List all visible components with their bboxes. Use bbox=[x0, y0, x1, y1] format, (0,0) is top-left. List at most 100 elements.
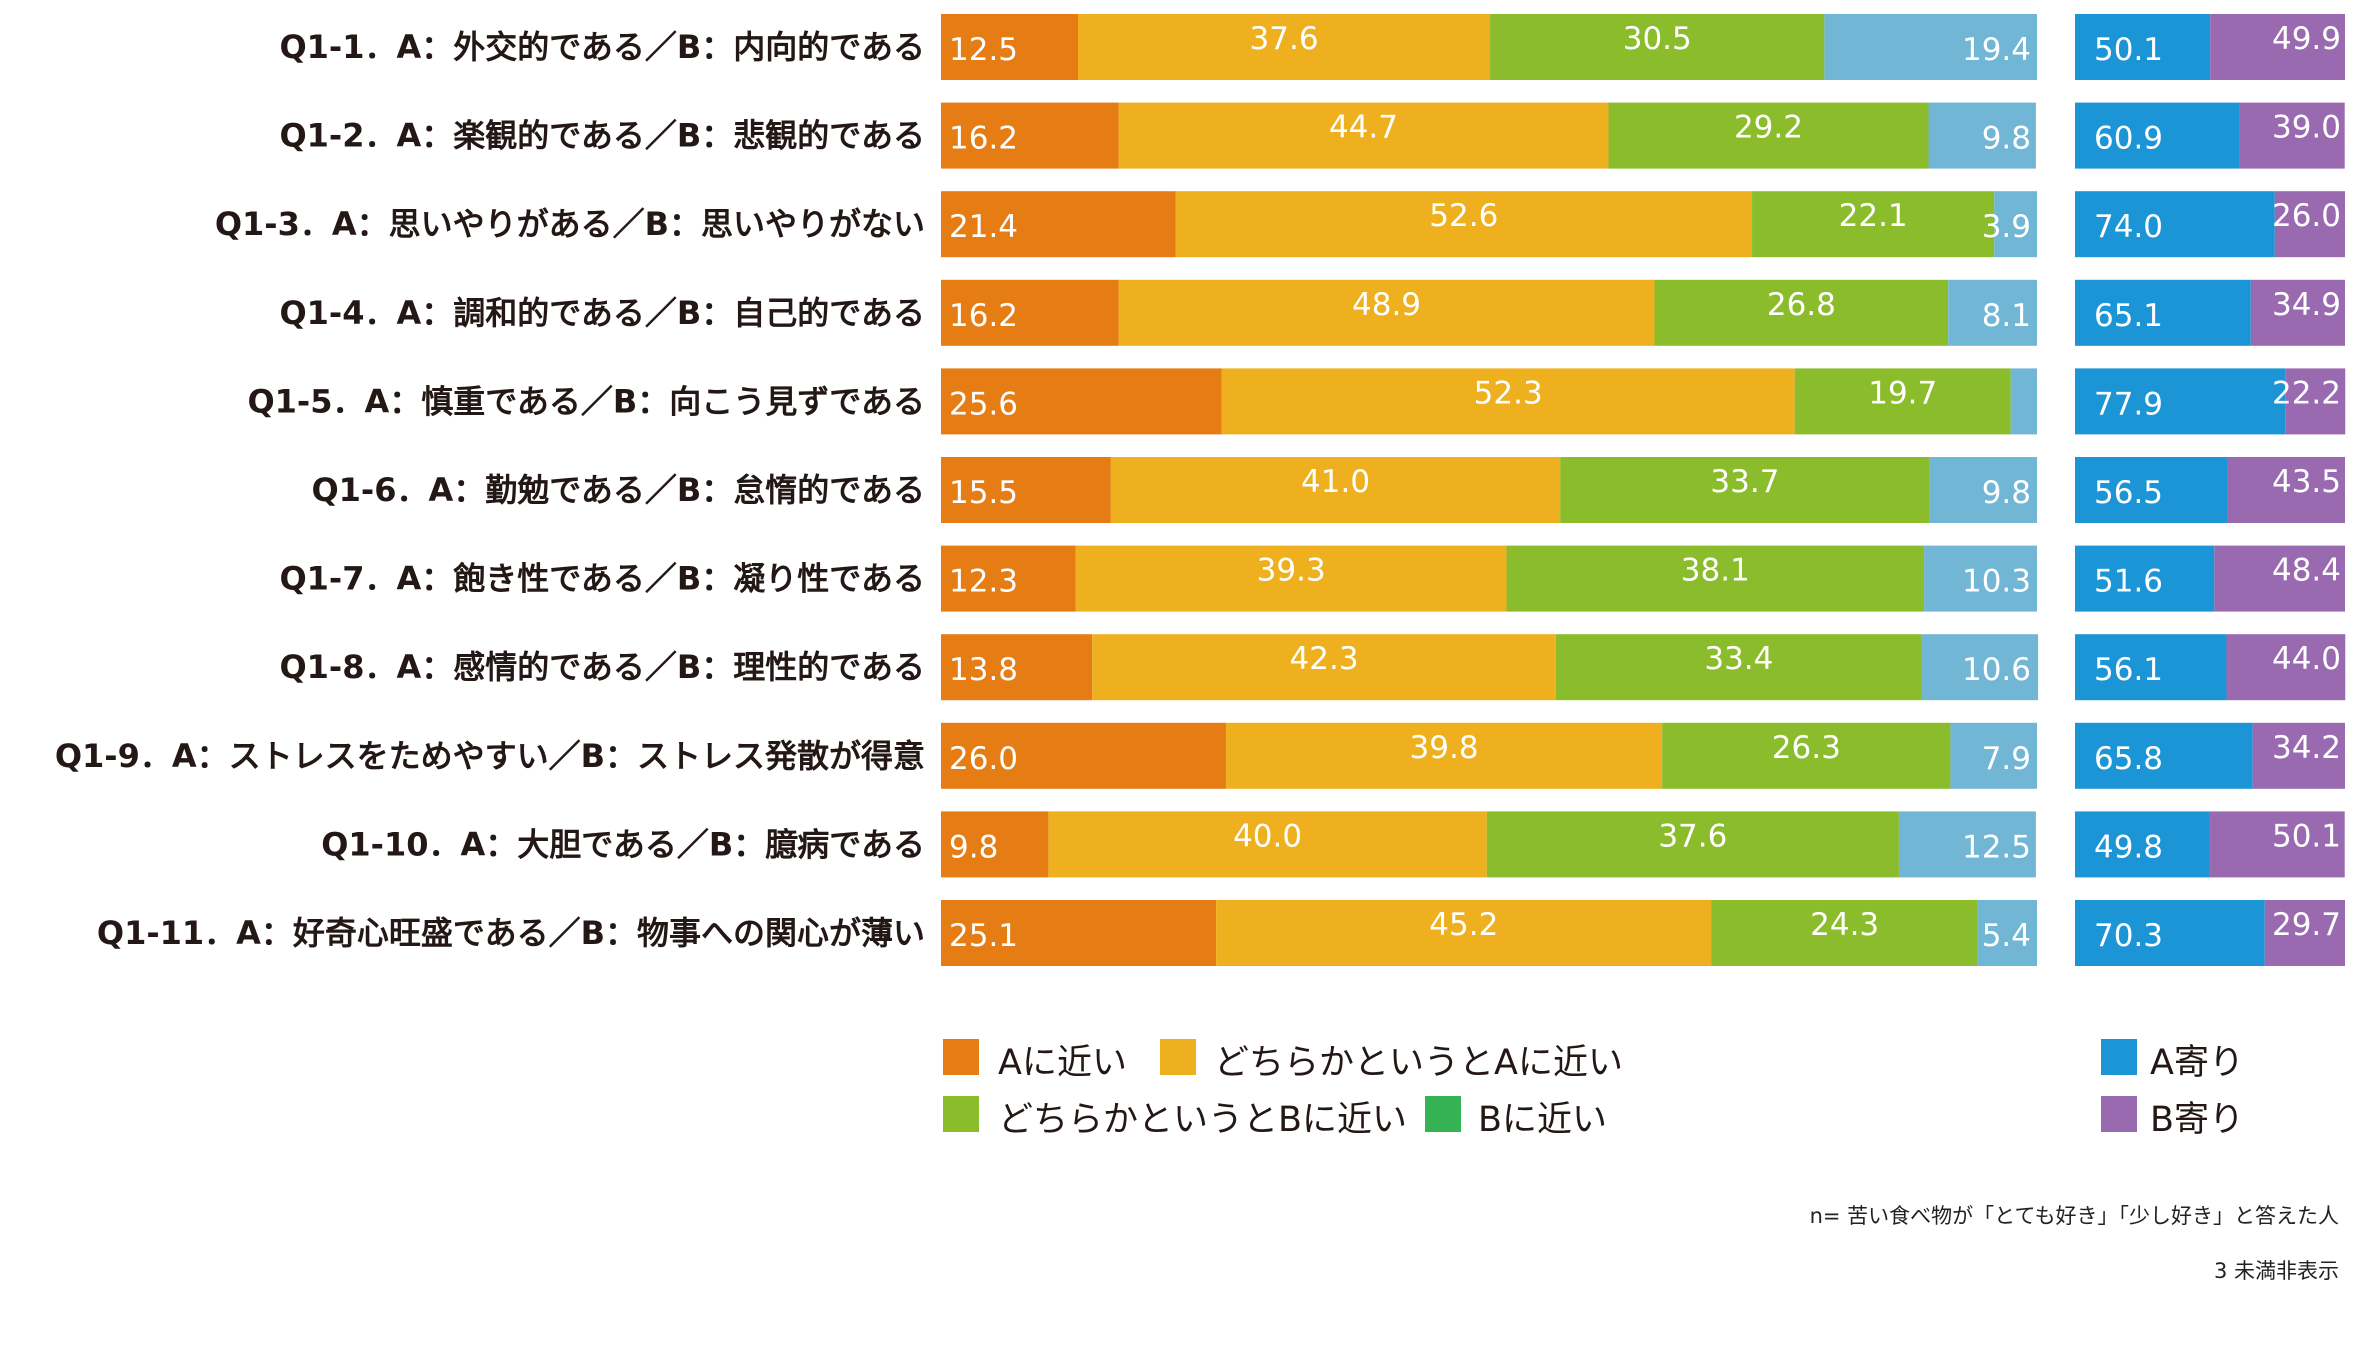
legend-swatch bbox=[943, 1039, 979, 1075]
data-label: 38.1 bbox=[1681, 553, 1750, 589]
legend-label: どちらかというとAに近い bbox=[1214, 1043, 1623, 1083]
data-label: 12.5 bbox=[1962, 829, 2031, 865]
bar-segment bbox=[941, 368, 1222, 435]
data-label: 24.3 bbox=[1810, 907, 1879, 943]
data-label: 41.0 bbox=[1301, 464, 1370, 500]
summary-data-label: 50.1 bbox=[2094, 32, 2163, 68]
data-label: 40.0 bbox=[1233, 818, 1302, 854]
bar-segment bbox=[941, 634, 1093, 701]
bar-segment bbox=[1560, 457, 1930, 523]
bar-segment bbox=[1948, 279, 2037, 346]
summary-legend-label: B寄り bbox=[2150, 1100, 2244, 1140]
bar-segment bbox=[1486, 811, 1899, 878]
bar-segment bbox=[1078, 14, 1491, 80]
summary-data-label: 22.2 bbox=[2272, 375, 2341, 411]
data-label: 26.8 bbox=[1767, 287, 1836, 323]
legend-swatch bbox=[943, 1096, 979, 1132]
summary-data-label: 70.3 bbox=[2094, 918, 2163, 954]
bar-segment bbox=[941, 457, 1111, 523]
category-label: Q1-7．A：飽き性である／B：凝り性である bbox=[279, 560, 925, 598]
data-label: 33.4 bbox=[1704, 641, 1773, 677]
summary-data-label: 39.0 bbox=[2272, 110, 2341, 146]
legend-label: Aに近い bbox=[998, 1043, 1127, 1083]
legend-label: Bに近い bbox=[1478, 1100, 1607, 1140]
data-label: 42.3 bbox=[1290, 641, 1359, 677]
bar-segment bbox=[2010, 368, 2037, 435]
bar-segment bbox=[1175, 191, 1753, 258]
legend-swatch bbox=[1160, 1039, 1196, 1075]
bar-segment bbox=[941, 811, 1049, 878]
legend-swatch bbox=[1425, 1096, 1461, 1132]
data-label: 52.3 bbox=[1474, 375, 1543, 411]
data-label: 9.8 bbox=[1982, 121, 2031, 157]
summary-bar-segment bbox=[2252, 722, 2345, 789]
data-label: 16.2 bbox=[949, 121, 1018, 157]
bar-segment bbox=[1506, 545, 1925, 612]
data-label: 8.1 bbox=[1982, 298, 2031, 334]
bar-segment bbox=[1608, 102, 1929, 169]
data-label: 37.6 bbox=[1250, 21, 1319, 57]
data-label: 29.2 bbox=[1734, 110, 1803, 146]
bar-segment bbox=[1216, 900, 1712, 966]
summary-bar-segment bbox=[2274, 191, 2345, 258]
bar-segment bbox=[1654, 279, 1949, 346]
summary-legend-label: A寄り bbox=[2150, 1043, 2244, 1083]
summary-bar-segment bbox=[2075, 457, 2228, 523]
summary-data-label: 56.1 bbox=[2094, 652, 2163, 688]
footnote-threshold: 3 未満非表示 bbox=[2213, 1259, 2339, 1283]
bar-segment bbox=[941, 14, 1078, 80]
bar-segment bbox=[1221, 368, 1795, 435]
summary-data-label: 77.9 bbox=[2094, 386, 2163, 422]
legend-label: どちらかというとBに近い bbox=[998, 1100, 1407, 1140]
bar-segment bbox=[1225, 722, 1663, 789]
data-label: 19.4 bbox=[1962, 32, 2031, 68]
bar-segment bbox=[1555, 634, 1922, 701]
data-label: 10.6 bbox=[1962, 652, 2031, 688]
category-label: Q1-1．A：外交的である／B：内向的である bbox=[279, 28, 925, 66]
data-label: 5.4 bbox=[1982, 918, 2031, 954]
data-label: 22.1 bbox=[1839, 198, 1908, 234]
bar-segment bbox=[941, 545, 1076, 612]
bar-segment bbox=[1662, 722, 1951, 789]
summary-data-label: 44.0 bbox=[2272, 641, 2341, 677]
data-label: 21.4 bbox=[949, 209, 1018, 245]
summary-bar-segment bbox=[2075, 191, 2275, 258]
category-label: Q1-2．A：楽観的である／B：悲観的である bbox=[279, 117, 925, 155]
summary-bar-segment bbox=[2227, 457, 2345, 523]
summary-legend-swatch bbox=[2101, 1096, 2137, 1132]
bar-segment bbox=[1950, 722, 2037, 789]
footnote-sample: n= 苦い食べ物が「とても好き」「少し好き」と答えた人 bbox=[1809, 1204, 2339, 1228]
data-label: 7.9 bbox=[1982, 741, 2031, 777]
summary-bar-segment bbox=[2214, 545, 2345, 612]
bar-segment bbox=[941, 900, 1217, 966]
bar-segment bbox=[1928, 102, 2036, 169]
data-label: 45.2 bbox=[1429, 907, 1498, 943]
summary-bar-segment bbox=[2075, 811, 2210, 878]
bar-segment bbox=[1752, 191, 1995, 258]
bar-segment bbox=[1977, 900, 2037, 966]
data-label: 12.3 bbox=[949, 564, 1018, 600]
bar-segment bbox=[1048, 811, 1487, 878]
bar-segment bbox=[941, 279, 1119, 346]
summary-legend-swatch bbox=[2101, 1039, 2137, 1075]
data-label: 26.0 bbox=[949, 741, 1018, 777]
bar-segment bbox=[1118, 279, 1655, 346]
data-label: 52.6 bbox=[1429, 198, 1498, 234]
summary-bar-segment bbox=[2075, 368, 2286, 435]
data-label: 12.5 bbox=[949, 32, 1018, 68]
summary-data-label: 43.5 bbox=[2272, 464, 2341, 500]
category-label: Q1-9．A：ストレスをためやすい／B：ストレス発散が得意 bbox=[55, 737, 925, 775]
summary-bar-segment bbox=[2075, 102, 2240, 169]
bar-segment bbox=[1924, 545, 2037, 612]
data-label: 44.7 bbox=[1329, 110, 1398, 146]
category-label: Q1-6．A：勤勉である／B：怠惰的である bbox=[311, 471, 925, 509]
summary-bar-segment bbox=[2075, 722, 2253, 789]
bar-segment bbox=[1898, 811, 2036, 878]
data-label: 16.2 bbox=[949, 298, 1018, 334]
summary-bar-segment bbox=[2075, 545, 2215, 612]
bar-segment bbox=[1921, 634, 2039, 701]
bar-segment bbox=[1075, 545, 1507, 612]
bar-segment bbox=[1118, 102, 1609, 169]
summary-data-label: 65.8 bbox=[2094, 741, 2163, 777]
summary-bar-segment bbox=[2075, 900, 2265, 966]
